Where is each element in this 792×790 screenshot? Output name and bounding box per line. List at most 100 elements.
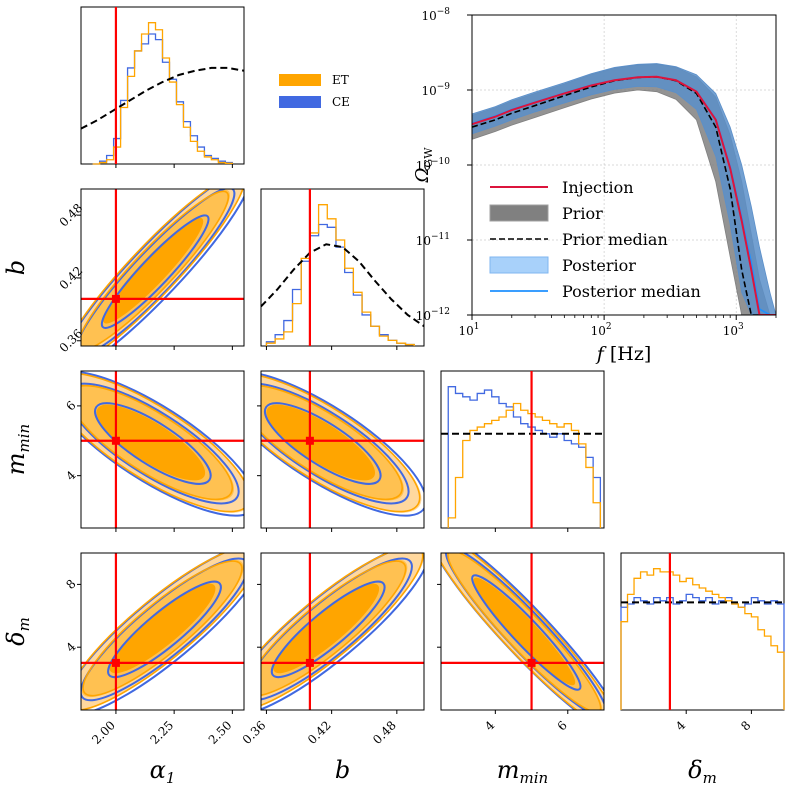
contour-group (261, 371, 424, 517)
x-axis-label-alpha1: α1 (150, 756, 176, 787)
contour-panel-alpha1_deltam (77, 552, 245, 714)
panel-frame (440, 552, 605, 711)
x-tick-label-alpha1: 2.00 (89, 718, 118, 747)
x-tick-label-mmin: 6 (555, 718, 570, 733)
y-tick-label-deltam: 8 (63, 577, 78, 592)
y-tick-label-mmin: 4 (63, 468, 79, 484)
x-tick-label-alpha1: 2.25 (147, 718, 176, 747)
y-tick-label: 10−8 (421, 7, 450, 23)
x-axis-label-deltam: δm (688, 756, 717, 787)
legend-swatch-prior (489, 204, 549, 222)
legend-swatch-et (279, 74, 321, 86)
x-tick-exponent: 2 (606, 322, 612, 332)
contour-line-ce-level-2 (261, 382, 410, 505)
contour-group (81, 189, 244, 346)
contour-line-ce-level-3 (263, 402, 382, 485)
spectrum-inner (472, 63, 776, 315)
marginal-panel-alpha1 (80, 6, 245, 168)
contour-fill-et-level-3 (473, 577, 576, 686)
histogram-et-mmin (447, 402, 602, 528)
x-tick-label-b: 0.48 (370, 718, 399, 747)
contour-line-et-level-2 (261, 384, 403, 501)
prior-curve-alpha1 (80, 66, 245, 130)
y-axis-label-mmin: mmin (2, 424, 33, 475)
contour-panel-alpha1_b (77, 188, 245, 350)
contour-line-et-level-1 (261, 372, 421, 513)
contour-panel-alpha1_mmin (77, 370, 245, 532)
contour-line-ce-level-1 (81, 371, 244, 517)
x-axis-unit: [Hz] (604, 343, 651, 365)
y-axis-label-sub: min (15, 424, 33, 453)
y-tick-exponent: −11 (431, 232, 450, 242)
contour-line-et-level-2 (82, 560, 243, 697)
band-posterior (472, 63, 776, 315)
x-axis-label-sub: m (703, 769, 717, 787)
contour-line-et-level-1 (81, 553, 244, 710)
legend-label-prior: Prior (562, 204, 603, 223)
y-tick-exponent: −10 (431, 157, 450, 167)
panel-frame (260, 370, 425, 529)
histogram-et-deltam (620, 568, 785, 710)
legend-label-posterior: Posterior (562, 256, 636, 275)
x-tick-label-b: 0.42 (305, 718, 334, 747)
x-tick-exponent: 1 (474, 322, 480, 332)
panel-frame (620, 552, 785, 711)
y-tick-label-mmin: 6 (63, 398, 78, 413)
marginal-panel-b (260, 188, 425, 350)
y-tick-label: 10−12 (416, 307, 450, 323)
x-tick-label-alpha1: 2.50 (206, 718, 235, 747)
panel-frame (80, 370, 245, 529)
x-tick-label-mmin: 4 (482, 718, 498, 734)
contour-group (441, 553, 604, 710)
legend-label-prior-median: Prior median (562, 230, 668, 249)
contour-fill-et-level-3 (96, 404, 206, 481)
histogram-et-alpha1 (92, 22, 234, 165)
panel-frame (80, 552, 245, 711)
x-tick-label-deltam: 4 (673, 718, 689, 734)
legend-label-injection: Injection (562, 178, 634, 197)
y-tick-exponent: −9 (437, 82, 451, 92)
y-axis-label-sub: GW (422, 147, 435, 168)
injection-marker (111, 658, 120, 667)
y-tick-label-deltam: 4 (63, 639, 79, 655)
contour-line-ce-level-3 (270, 580, 386, 679)
injection-marker (527, 658, 536, 667)
y-axis-label-deltam: δm (2, 617, 33, 646)
contour-line-et-level-1 (261, 553, 424, 710)
histogram-et-b (265, 204, 415, 346)
contour-line-ce-level-1 (261, 371, 424, 517)
contour-line-et-level-1 (81, 189, 244, 346)
contour-panel-b_deltam (257, 552, 425, 714)
panel-frame (440, 370, 605, 529)
contour-line-et-level-2 (81, 384, 234, 501)
injection-marker (111, 294, 120, 303)
panel-frame (260, 552, 425, 711)
legend-swatch-posterior (489, 256, 549, 274)
curve-injection (472, 75, 776, 315)
y-tick-label: 10−9 (421, 82, 450, 98)
injection-marker (305, 658, 314, 667)
x-tick-label-b: 0.36 (240, 718, 269, 747)
contour-fill-et-level-3 (273, 583, 380, 674)
x-tick-label: 102 (591, 322, 612, 338)
y-tick-exponent: −8 (437, 7, 451, 17)
x-tick-label: 103 (723, 322, 744, 338)
contour-group (81, 371, 244, 517)
contour-panel-mmin_deltam (437, 552, 605, 714)
y-tick-label: 10−11 (416, 232, 450, 248)
marginal-panel-deltam (620, 552, 785, 714)
contour-fill-et-level-3 (103, 217, 204, 324)
contour-fill-et-level-3 (266, 404, 376, 481)
contour-line-et-level-2 (447, 553, 602, 710)
contour-panel-b_mmin (257, 370, 425, 532)
x-tick-label-deltam: 8 (738, 718, 753, 733)
x-tick-exponent: 3 (738, 322, 744, 332)
injection-marker (111, 436, 120, 445)
panel-frame (80, 188, 245, 347)
histogram-ce-mmin (447, 386, 602, 528)
y-axis-label-b: b (2, 260, 30, 275)
injection-marker (305, 436, 314, 445)
